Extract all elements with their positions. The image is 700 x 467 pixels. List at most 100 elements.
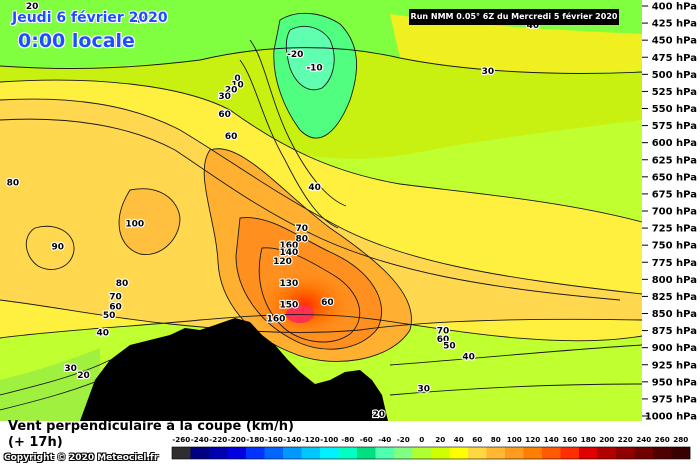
colorbar-label: 0: [419, 435, 424, 444]
colorbar-label: -220: [209, 435, 227, 444]
colorbar-swatch: [542, 447, 561, 459]
contour-label: 70: [437, 327, 450, 337]
colorbar-label: -100: [320, 435, 338, 444]
colorbar-swatch: [357, 447, 376, 459]
colorbar-label: 100: [507, 435, 522, 444]
contour-label: 50: [443, 342, 456, 352]
colorbar-swatch: [375, 447, 395, 459]
contour-label: 120: [273, 257, 292, 267]
contour-label: 20: [26, 2, 39, 12]
contour-label: 70: [109, 292, 122, 302]
contour-label: 100: [125, 219, 144, 229]
colorbar-label: -200: [228, 435, 246, 444]
contour-label: 40: [462, 353, 475, 363]
colorbar-label: 40: [454, 435, 464, 444]
colorbar-swatch: [227, 447, 247, 459]
contour-label: 30: [482, 67, 495, 77]
colorbar-swatch: [579, 447, 598, 459]
forecast-time: 0:00 locale: [18, 30, 135, 52]
colorbar-label: 180: [581, 435, 596, 444]
contour-label: 40: [308, 183, 321, 193]
pressure-tick-label: 975 hPa: [652, 394, 697, 405]
colorbar-swatch: [246, 447, 265, 459]
contour-label: 30: [218, 92, 231, 102]
pressure-tick-label: 825 hPa: [652, 292, 697, 303]
pressure-tick-label: 450 hPa: [652, 36, 697, 47]
contour-label: 60: [109, 303, 122, 313]
pressure-tick-label: 575 hPa: [652, 121, 697, 132]
terrain-silhouette: [80, 318, 388, 421]
colorbar-swatch: [301, 447, 321, 459]
colorbar-label: 120: [525, 435, 540, 444]
pressure-tick-label: 425 hPa: [652, 19, 697, 30]
colorbar: -260 -240 -220 -200 -180 -160 -140 -120 -100 -80-…: [171, 435, 691, 460]
colorbar-swatch: [653, 447, 672, 459]
pressure-tick-label: 800 hPa: [652, 275, 697, 286]
contour-line: [203, 148, 412, 362]
contour-label: 10: [231, 81, 244, 91]
run-info-box: Run NMM 0.05° 6Z du Mercredi 5 février 2…: [409, 9, 619, 25]
pressure-tick-label: 725 hPa: [652, 224, 697, 235]
contour-label: 20: [77, 371, 90, 381]
pressure-tick-label: 675 hPa: [652, 189, 697, 200]
pressure-tick-label: 600 hPa: [652, 138, 697, 149]
contour-label: 150: [280, 301, 299, 311]
contour-line: [0, 47, 643, 74]
colorbar-label: -260: [172, 435, 190, 444]
forecast-date: Jeudi 6 février 2020: [12, 10, 168, 26]
pressure-tick-label: 550 hPa: [652, 104, 697, 115]
contour-line: [0, 359, 111, 396]
colorbar-label: 260: [655, 435, 670, 444]
colorbar-label: 20: [435, 435, 445, 444]
colorbar-swatch: [449, 447, 469, 459]
colorbar-label: -120: [302, 435, 320, 444]
colorbar-label: -160: [265, 435, 283, 444]
colorbar-label: -60: [360, 435, 373, 444]
contour-line: [249, 39, 347, 207]
colorbar-label: -140: [283, 435, 301, 444]
chart-caption: Vent perpendiculaire à la coupe (km/h): [8, 419, 294, 434]
colorbar-label: -40: [378, 435, 391, 444]
contour-label: 80: [7, 178, 20, 188]
colorbar-label: 200: [599, 435, 614, 444]
contour-label: 50: [103, 311, 116, 321]
pressure-tick-label: 850 hPa: [652, 309, 697, 320]
region-orange-left: [119, 188, 180, 255]
pressure-tick-label: 700 hPa: [652, 207, 697, 218]
contour-line: [0, 379, 101, 411]
colorbar-swatch: [505, 447, 524, 459]
colorbar-label: 140: [544, 435, 559, 444]
pressure-tick-label: 1000 hPa: [645, 412, 697, 423]
colorbar-swatch: [190, 447, 210, 459]
region-cold-core: [286, 26, 335, 90]
colorbar-label: 240: [636, 435, 651, 444]
contour-line: [0, 314, 643, 342]
contour-label: -10: [306, 64, 322, 74]
colorbar-label: -240: [191, 435, 209, 444]
contour-label: 10: [135, 16, 148, 26]
colorbar-swatch: [523, 447, 543, 459]
pressure-tick-label: 625 hPa: [652, 155, 697, 166]
contour-line: [0, 118, 621, 301]
colorbar-label: -180: [246, 435, 264, 444]
colorbar-swatch: [209, 447, 228, 459]
contour-label: 0: [234, 74, 240, 84]
region-surface-left: [0, 348, 100, 421]
pressure-tick-label: 875 hPa: [652, 326, 697, 337]
pressure-tick-label: 750 hPa: [652, 241, 697, 252]
contour-label: 30: [64, 364, 77, 374]
colorbar-label: -80: [341, 435, 354, 444]
colorbar-label: -20: [397, 435, 410, 444]
colorbar-swatch: [616, 447, 635, 459]
axis-background: [642, 0, 700, 421]
region-top-yellow-right: [390, 14, 642, 73]
contour-label: 70: [295, 224, 308, 234]
pressure-tick-label: 650 hPa: [652, 172, 697, 183]
contour-line: [273, 12, 358, 139]
pressure-tick-label: 950 hPa: [652, 377, 697, 388]
contour-label: 140: [280, 248, 299, 258]
contour-label: 90: [52, 243, 65, 253]
colorbar-swatch: [320, 447, 339, 459]
contour-line: [235, 217, 382, 350]
contour-line: [258, 247, 361, 343]
